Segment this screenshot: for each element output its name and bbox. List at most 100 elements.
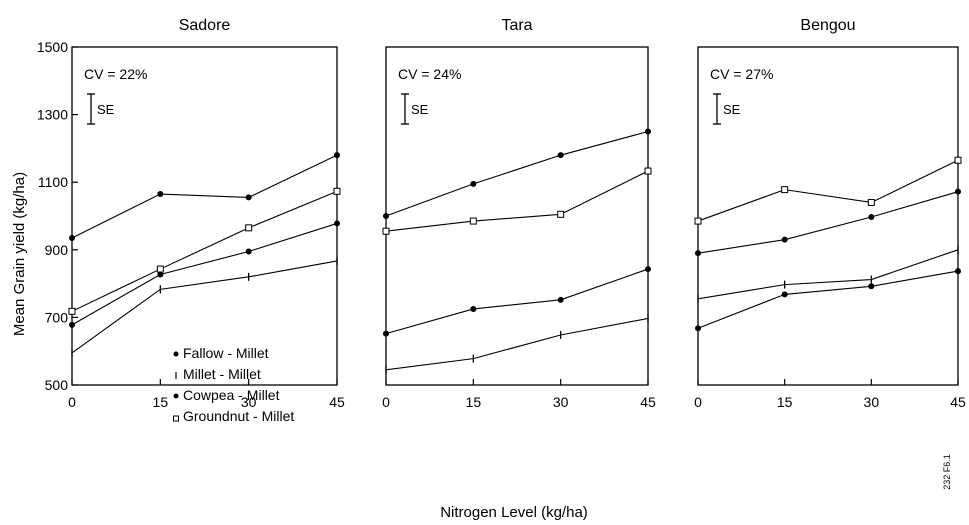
panel-bengou: Bengou CV = 27% SE 0 15 30 45: [694, 17, 966, 410]
series-cowpea-millet: [383, 266, 651, 337]
legend-label: Fallow - Millet: [183, 345, 269, 361]
data-point: [867, 198, 875, 206]
se-label: SE: [411, 102, 429, 117]
y-tick-label: 700: [45, 309, 69, 325]
legend-label: Cowpea - Millet: [183, 387, 280, 403]
data-point: [245, 224, 253, 232]
x-tick-label: 45: [640, 394, 656, 410]
cv-annotation: CV = 27%: [710, 66, 773, 82]
data-point: [157, 271, 164, 278]
x-tick-label: 30: [864, 394, 880, 410]
x-tick-label: 0: [382, 394, 390, 410]
data-point: [695, 325, 701, 332]
data-point: [333, 187, 341, 195]
series-line: [385, 268, 649, 335]
legend-marker: [173, 351, 179, 357]
x-tick-label: 0: [68, 394, 76, 410]
series-line: [697, 249, 959, 300]
x-tick-label: 30: [241, 394, 257, 410]
series-fallow-millet: [695, 188, 961, 257]
data-point: [955, 268, 961, 275]
data-point: [781, 291, 788, 298]
series-line: [71, 260, 338, 354]
data-point: [334, 152, 340, 159]
panel-sadore: Sadore CV = 22% SE 0 15 30 45 500 700 900 1100 1300…: [37, 17, 345, 424]
cv-annotation: CV = 24%: [398, 66, 461, 82]
x-tick-label: 15: [153, 394, 169, 410]
data-point: [69, 321, 75, 328]
legend-label: Millet - Millet: [183, 366, 261, 382]
series-groundnut-millet: [68, 187, 341, 315]
data-point: [69, 234, 75, 241]
y-tick-label: 1100: [38, 174, 68, 190]
series-millet-millet: [385, 314, 649, 374]
data-point: [694, 217, 702, 225]
data-point: [334, 220, 340, 227]
data-point: [645, 128, 651, 135]
data-point: [245, 194, 252, 201]
panel-frame: [697, 46, 959, 386]
data-point: [68, 307, 76, 315]
x-tick-label: 30: [553, 394, 569, 410]
data-point: [156, 265, 164, 273]
data-point: [382, 227, 390, 235]
panel-frame: [385, 46, 649, 386]
cv-annotation: CV = 22%: [84, 66, 147, 82]
y-tick-label: 1300: [37, 107, 68, 123]
y-tick-label: 1500: [37, 39, 68, 55]
data-point: [557, 152, 564, 159]
data-point: [954, 156, 962, 164]
x-tick-label: 45: [950, 394, 966, 410]
panel-title: Sadore: [179, 17, 231, 34]
series-cowpea-millet: [69, 220, 340, 328]
series-line: [71, 154, 338, 239]
chart-panels: Sadore CV = 22% SE 0 15 30 45 500 700 900 1100 1300…: [37, 17, 966, 424]
legend-marker: [173, 415, 179, 422]
series-groundnut-millet: [694, 156, 962, 225]
data-point: [383, 213, 389, 219]
series-groundnut-millet: [382, 167, 652, 235]
series-millet-millet: [697, 245, 959, 303]
x-tick-label: 15: [466, 394, 482, 410]
data-point: [470, 305, 477, 312]
se-label: SE: [723, 102, 741, 117]
se-label: SE: [97, 102, 115, 117]
data-point: [781, 186, 789, 194]
panel-title: Bengou: [800, 17, 855, 34]
legend-marker: [173, 393, 179, 399]
figure-code: 232 F6.1: [942, 454, 952, 490]
data-point: [695, 250, 701, 257]
legend: Fallow - Millet Millet - Millet Cowpea - M…: [173, 345, 294, 424]
data-point: [557, 296, 564, 303]
series-line: [385, 170, 649, 232]
series-fallow-millet: [69, 152, 340, 241]
data-point: [868, 283, 875, 290]
data-point: [470, 180, 477, 187]
series-line: [71, 190, 338, 312]
y-axis-label: Mean Grain yield (kg/ha): [11, 172, 28, 336]
y-tick-label: 500: [45, 377, 69, 393]
x-tick-label: 15: [777, 394, 793, 410]
data-point: [955, 188, 961, 195]
data-point: [557, 210, 565, 218]
data-point: [469, 217, 477, 225]
series-line: [697, 159, 959, 222]
series-line: [697, 191, 959, 254]
series-millet-millet: [71, 256, 338, 357]
data-point: [868, 214, 875, 221]
series-fallow-millet: [383, 128, 651, 219]
series-line: [385, 317, 649, 371]
series-line: [385, 130, 649, 217]
series-cowpea-millet: [695, 268, 961, 332]
data-point: [781, 236, 788, 243]
data-point: [644, 167, 652, 175]
series-line: [71, 222, 338, 326]
data-point: [383, 330, 389, 337]
x-tick-label: 0: [694, 394, 702, 410]
panel-tara: Tara CV = 24% SE 0 15 30 45: [382, 17, 656, 410]
legend-label: Groundnut - Millet: [183, 408, 294, 424]
y-tick-label: 900: [45, 242, 69, 258]
panel-title: Tara: [501, 17, 532, 34]
data-point: [645, 266, 651, 273]
